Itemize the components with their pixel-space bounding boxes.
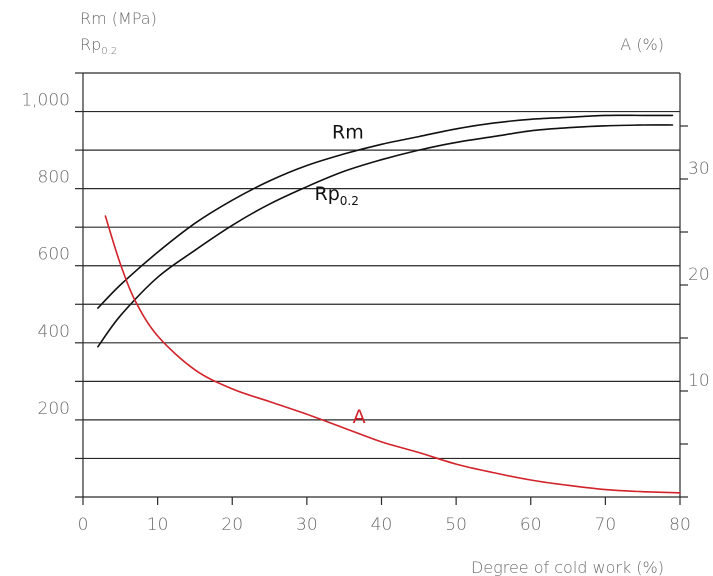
x-tick-label: 70 <box>595 515 617 535</box>
series-label-base: Rm <box>332 122 364 144</box>
y-right-tick-label: 10 <box>688 371 710 391</box>
y-left-tick-label: 600 <box>38 245 70 265</box>
y-left-tick-label: 400 <box>38 322 70 342</box>
x-tick-label: 30 <box>296 515 318 535</box>
series-label-base: A <box>353 406 366 428</box>
y-left-title-rp: Rp0.2 <box>80 35 117 57</box>
y-left-title-rp-base: Rp <box>80 35 101 54</box>
series-label: Rp0.2 <box>315 183 359 208</box>
x-tick-label: 0 <box>78 515 89 535</box>
x-tick-label: 50 <box>445 515 467 535</box>
series-line-rp0-2 <box>98 125 673 347</box>
y-right-tick-label: 30 <box>688 159 710 179</box>
x-tick-label: 10 <box>147 515 169 535</box>
y-left-title: Rm (MPa) <box>80 9 157 28</box>
series-line-rm <box>98 115 673 308</box>
x-tick-label: 20 <box>221 515 243 535</box>
series-label: A <box>353 406 366 428</box>
y-left-tick-label: 1,000 <box>21 91 70 111</box>
x-tick-label: 60 <box>520 515 542 535</box>
x-tick-label: 80 <box>669 515 691 535</box>
y-left-tick-label: 200 <box>38 399 70 419</box>
y-left-tick-label: 800 <box>38 168 70 188</box>
series-label-sub: 0.2 <box>340 194 359 208</box>
x-tick-label: 40 <box>371 515 393 535</box>
series-label-base: Rp <box>315 183 340 205</box>
series-line-a <box>105 216 680 493</box>
y-right-tick-label: 20 <box>688 265 710 285</box>
x-title: Degree of cold work (%) <box>471 558 664 576</box>
axes: 0 10 20 30 40 50 60 70 80 200 400 600 800 1,000 10 20 30… <box>21 9 709 576</box>
series-label: Rm <box>332 122 364 144</box>
y-right-title: A (%) <box>620 35 664 54</box>
y-left-title-rp-sub: 0.2 <box>101 46 117 57</box>
